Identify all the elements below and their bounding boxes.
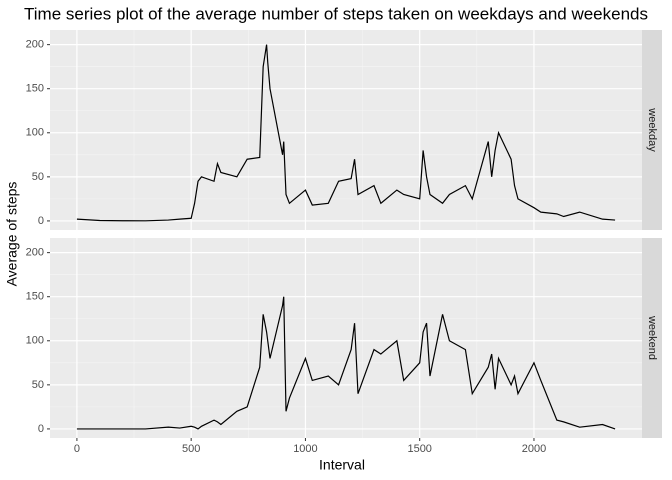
y-axis-title: Average of steps xyxy=(4,182,20,287)
strip-label: weekend xyxy=(646,315,658,360)
strip-label: weekday xyxy=(646,107,658,152)
line xyxy=(76,296,616,430)
line xyxy=(76,44,616,222)
strip-background xyxy=(642,238,662,438)
y-tick-label: 150 xyxy=(26,83,44,95)
x-tick-label: 2000 xyxy=(522,443,546,455)
y-tick-label: 150 xyxy=(26,291,44,303)
x-tick-label: 500 xyxy=(182,443,200,455)
x-axis-title: Interval xyxy=(319,457,365,473)
y-tick-label: 100 xyxy=(26,335,44,347)
y-tick-label: 200 xyxy=(26,39,44,51)
x-tick-label: 1500 xyxy=(407,443,431,455)
y-tick-label: 50 xyxy=(32,379,44,391)
chart-title: Time series plot of the average number o… xyxy=(24,4,648,23)
y-tick-label: 0 xyxy=(38,215,44,227)
x-tick-label: 0 xyxy=(74,443,80,455)
y-tick-label: 0 xyxy=(38,423,44,435)
panel-background xyxy=(50,30,642,230)
y-tick-label: 100 xyxy=(26,127,44,139)
strip-background xyxy=(642,30,662,230)
x-tick-label: 1000 xyxy=(293,443,317,455)
panel-background xyxy=(50,238,642,438)
y-tick-label: 50 xyxy=(32,171,44,183)
y-tick-label: 200 xyxy=(26,247,44,259)
